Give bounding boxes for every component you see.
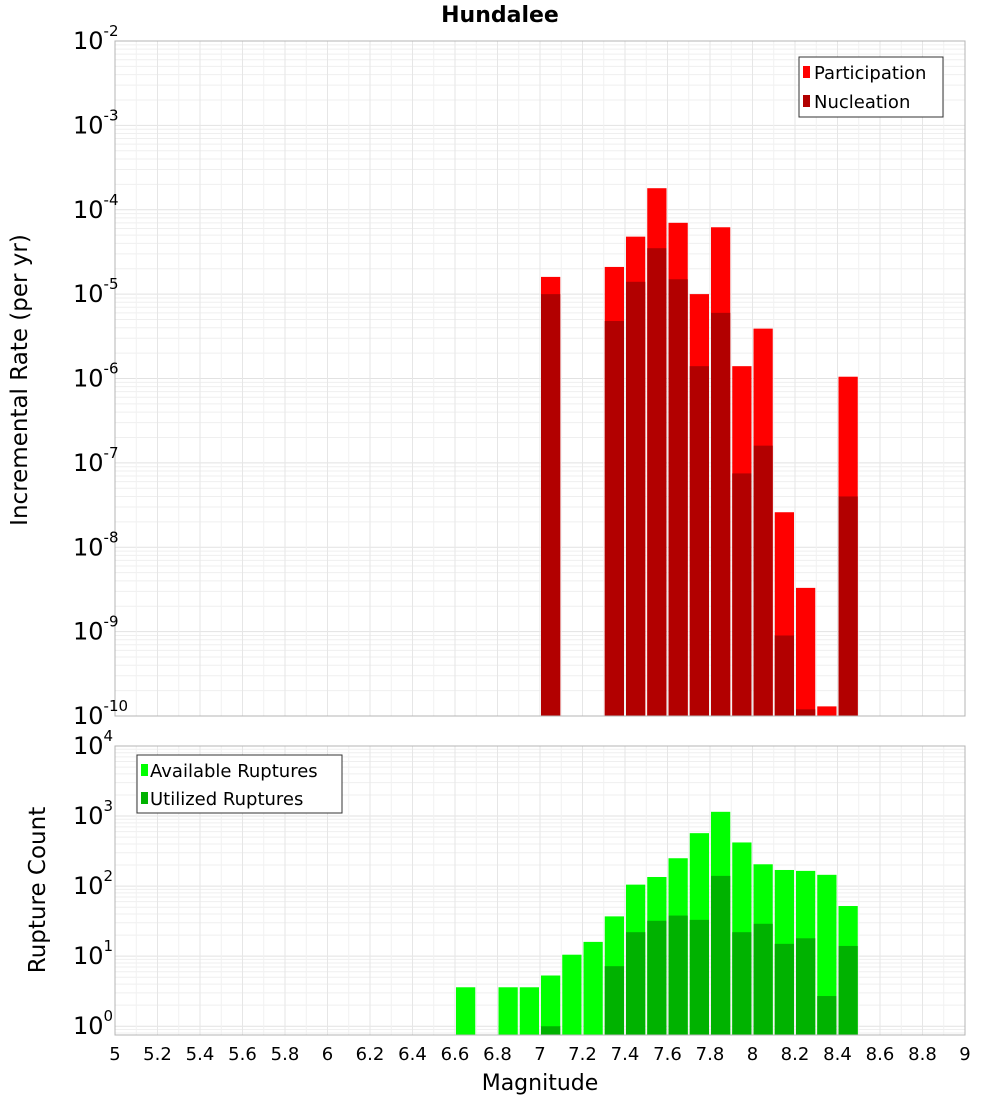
bar-count-utilized-ruptures bbox=[774, 943, 794, 1035]
y-tick-label: 10-9 bbox=[73, 613, 119, 646]
legend-swatch-nucleation bbox=[803, 95, 810, 107]
y-tick-label: 100 bbox=[73, 1007, 113, 1040]
top-y-axis-label: Incremental Rate (per yr) bbox=[7, 234, 33, 526]
bar-rate-participation bbox=[796, 587, 816, 716]
bar-rate-nucleation bbox=[541, 294, 561, 716]
bar-count-utilized-ruptures bbox=[732, 932, 752, 1035]
bar-count-utilized-ruptures bbox=[626, 932, 646, 1035]
x-tick-label: 6.8 bbox=[483, 1044, 512, 1065]
legend-label-available-ruptures: Available Ruptures bbox=[150, 761, 318, 782]
bar-count-utilized-ruptures bbox=[817, 996, 837, 1035]
bar-count-utilized-ruptures bbox=[796, 938, 816, 1035]
bar-rate-nucleation bbox=[626, 281, 646, 716]
y-tick-label: 10-3 bbox=[73, 106, 119, 139]
bar-count-available-ruptures bbox=[562, 954, 582, 1035]
x-tick-label: 6.2 bbox=[356, 1044, 385, 1065]
y-tick-label: 101 bbox=[73, 937, 113, 970]
bar-count-utilized-ruptures bbox=[541, 1026, 561, 1035]
bar-rate-nucleation bbox=[689, 366, 709, 716]
y-tick-label: 10-4 bbox=[73, 191, 119, 224]
bottom-bars bbox=[456, 811, 858, 1035]
bottom-plot-border bbox=[114, 745, 966, 1036]
top-plot-panel: 10-2 10-3 10-4 10-5 10-6 10-7 10-8 10-9 10-10 In… bbox=[7, 22, 966, 730]
chart-title: Hundalee bbox=[441, 3, 559, 28]
x-tick-label: 8.8 bbox=[908, 1044, 937, 1065]
legend-label-utilized-ruptures: Utilized Ruptures bbox=[150, 789, 303, 810]
y-tick-label: 10-8 bbox=[73, 528, 119, 561]
x-tick-label: 5.2 bbox=[143, 1044, 172, 1065]
bar-rate-nucleation bbox=[732, 473, 752, 716]
y-tick-label: 10-5 bbox=[73, 275, 119, 308]
bar-count-utilized-ruptures bbox=[753, 923, 773, 1035]
x-tick-label: 8.6 bbox=[866, 1044, 895, 1065]
bar-count-utilized-ruptures bbox=[689, 919, 709, 1035]
legend-label-nucleation: Nucleation bbox=[814, 92, 910, 113]
x-tick-label: 8 bbox=[747, 1044, 758, 1065]
y-tick-label: 10-10 bbox=[73, 697, 128, 730]
bar-count-available-ruptures bbox=[498, 987, 518, 1035]
x-tick-label: 7.8 bbox=[696, 1044, 725, 1065]
bar-count-utilized-ruptures bbox=[604, 966, 624, 1035]
x-tick-label: 5.8 bbox=[271, 1044, 300, 1065]
bar-rate-nucleation bbox=[838, 496, 858, 716]
x-tick-labels: 5 5.2 5.4 5.6 5.8 6 6.2 6.4 6.6 6.8 7 7.2 7.4 7.6 7.8 8… bbox=[109, 1044, 970, 1065]
x-tick-label: 5.6 bbox=[228, 1044, 257, 1065]
bar-rate-nucleation bbox=[711, 312, 731, 716]
x-tick-label: 8.4 bbox=[823, 1044, 852, 1065]
y-tick-label: 102 bbox=[73, 867, 113, 900]
top-y-tick-labels: 10-2 10-3 10-4 10-5 10-6 10-7 10-8 10-9 10-10 bbox=[73, 22, 128, 730]
bar-count-utilized-ruptures bbox=[668, 915, 688, 1035]
bottom-plot-panel: 104 103 102 101 100 5 5.2 5.4 5.6 5.8 6 6.2 6.4 6.6 6… bbox=[25, 727, 971, 1096]
bar-rate-nucleation bbox=[604, 321, 624, 716]
bar-rate-nucleation bbox=[753, 445, 773, 716]
x-tick-label: 7 bbox=[534, 1044, 545, 1065]
bar-rate-nucleation bbox=[774, 635, 794, 716]
x-tick-label: 6.6 bbox=[441, 1044, 470, 1065]
y-tick-label: 10-6 bbox=[73, 360, 119, 393]
bottom-legend-box bbox=[136, 754, 343, 814]
y-tick-label: 10-7 bbox=[73, 444, 119, 477]
top-gridlines bbox=[114, 40, 966, 717]
bar-count-available-ruptures bbox=[817, 874, 837, 1035]
bar-rate-participation bbox=[817, 706, 837, 716]
x-tick-label: 7.2 bbox=[568, 1044, 597, 1065]
x-tick-label: 8.2 bbox=[781, 1044, 810, 1065]
bar-count-utilized-ruptures bbox=[647, 920, 667, 1035]
x-tick-label: 7.6 bbox=[653, 1044, 682, 1065]
y-tick-label: 104 bbox=[73, 727, 113, 760]
bar-rate-nucleation bbox=[796, 709, 816, 716]
x-tick-label: 6.4 bbox=[398, 1044, 427, 1065]
legend-swatch-participation bbox=[803, 66, 810, 78]
x-axis-label: Magnitude bbox=[482, 1071, 599, 1096]
top-legend-box bbox=[798, 56, 944, 118]
bar-count-available-ruptures bbox=[583, 941, 603, 1035]
bottom-y-axis-label: Rupture Count bbox=[25, 807, 51, 973]
x-tick-label: 5.4 bbox=[186, 1044, 215, 1065]
top-legend: Participation Nucleation bbox=[798, 56, 944, 118]
bar-rate-nucleation bbox=[647, 248, 667, 717]
bottom-y-tick-labels: 104 103 102 101 100 bbox=[73, 727, 113, 1040]
x-tick-label: 7.4 bbox=[611, 1044, 640, 1065]
bar-rate-nucleation bbox=[668, 279, 688, 716]
legend-label-participation: Participation bbox=[814, 63, 926, 84]
bar-count-available-ruptures bbox=[519, 987, 539, 1035]
bar-count-available-ruptures bbox=[456, 987, 476, 1035]
bar-count-utilized-ruptures bbox=[711, 875, 731, 1035]
y-tick-label: 10-2 bbox=[73, 22, 119, 55]
bottom-legend: Available Ruptures Utilized Ruptures bbox=[136, 754, 343, 814]
bar-count-utilized-ruptures bbox=[838, 945, 858, 1035]
x-tick-label: 6 bbox=[322, 1044, 333, 1065]
x-tick-label: 9 bbox=[959, 1044, 970, 1065]
top-bars bbox=[541, 188, 858, 717]
y-tick-label: 103 bbox=[73, 797, 113, 830]
legend-swatch-utilized-ruptures bbox=[141, 792, 148, 804]
x-tick-label: 5 bbox=[109, 1044, 120, 1065]
bar-count-available-ruptures bbox=[541, 975, 561, 1035]
top-plot-border bbox=[114, 40, 966, 717]
legend-swatch-available-ruptures bbox=[141, 764, 148, 776]
